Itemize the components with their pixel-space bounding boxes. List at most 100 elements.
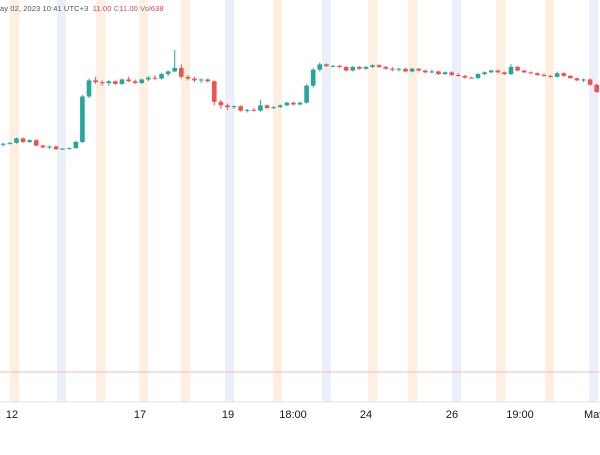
candle-body [324, 64, 329, 67]
candle [205, 78, 210, 83]
candle-body [462, 75, 468, 78]
candle-body [205, 79, 210, 82]
candle [225, 103, 230, 110]
candle [20, 137, 26, 143]
session-band [181, 0, 190, 402]
candle-body [14, 138, 19, 143]
candle-body [581, 79, 586, 81]
ohlc-info-bar: ay 02, 2023 10:41 UTC+3 11.00 C11.00 Vol… [0, 4, 164, 13]
candle [159, 73, 164, 80]
candle [27, 139, 32, 143]
candle-body [554, 73, 560, 77]
candle-body [449, 72, 454, 75]
candle-body [304, 85, 309, 103]
candle [521, 69, 527, 74]
candle-body [86, 80, 92, 97]
candle-series [0, 50, 600, 150]
session-band [408, 0, 417, 402]
timestamp-text: ay 02, 2023 10:41 UTC+3 [0, 4, 89, 13]
candle-body [218, 101, 224, 106]
candle [304, 83, 309, 104]
candle [73, 141, 79, 149]
candle [515, 66, 520, 72]
candle-body [93, 80, 98, 83]
candle [462, 75, 468, 79]
candle-body [521, 70, 527, 73]
candle [469, 76, 474, 79]
session-band [496, 0, 505, 402]
candle [80, 94, 85, 143]
candle [258, 100, 263, 112]
session-band [10, 0, 19, 402]
candle-body [113, 81, 118, 84]
candle [60, 148, 65, 150]
candle [502, 71, 507, 75]
candle [554, 71, 560, 78]
candle [363, 66, 369, 70]
candle [284, 101, 290, 107]
candle-body [442, 72, 448, 75]
candle-body [383, 66, 389, 69]
candle-body [416, 68, 421, 71]
candle [93, 76, 98, 84]
x-tick-label: 18:00 [279, 409, 307, 421]
session-band [545, 0, 554, 402]
candle-body [409, 68, 415, 72]
x-tick-label: May [584, 409, 600, 421]
candle [357, 66, 362, 70]
candle-body [211, 81, 217, 102]
candle-body [436, 71, 441, 75]
session-band [322, 0, 331, 402]
candle [251, 108, 257, 112]
candle-body [172, 67, 178, 72]
session-band [452, 0, 461, 402]
candle [568, 75, 573, 79]
candle [409, 67, 415, 73]
candle-body [330, 65, 336, 67]
candle [442, 71, 448, 75]
candle-body [343, 66, 349, 71]
x-tick-label: 19 [222, 409, 234, 421]
candle [238, 105, 243, 112]
candle [40, 144, 46, 149]
candle [587, 78, 593, 86]
candle-body [284, 102, 290, 106]
candle-body [291, 102, 296, 105]
candle-body [264, 105, 270, 109]
candle-body [475, 74, 481, 79]
close-value-partial: 11.00 [92, 4, 112, 13]
candle-body [455, 75, 461, 76]
candle [548, 75, 553, 78]
close-value: 11.00 [119, 4, 138, 13]
volume-key: Vol [140, 4, 151, 13]
session-band [368, 0, 377, 402]
candle-body [20, 138, 26, 142]
candle [198, 78, 204, 84]
candle [33, 139, 39, 147]
candle-body [350, 66, 356, 71]
candle [106, 80, 112, 86]
x-tick-label: 26 [446, 409, 458, 421]
candle-body [47, 146, 52, 148]
candle [146, 75, 151, 82]
candle [376, 64, 382, 68]
candle-body [482, 72, 487, 75]
candle [370, 64, 375, 68]
candle [53, 145, 59, 150]
candle [297, 101, 303, 106]
candle-body [66, 148, 72, 150]
candle-body [495, 70, 501, 73]
candle-body [152, 77, 158, 79]
candle [535, 72, 540, 76]
session-band [273, 0, 282, 402]
candle-body [561, 73, 567, 76]
candle [436, 70, 441, 75]
candle-body [179, 67, 184, 77]
candle [0, 142, 6, 147]
candle [508, 64, 514, 75]
candle-body [469, 77, 474, 79]
candle [218, 100, 224, 109]
candle-body [594, 84, 600, 92]
